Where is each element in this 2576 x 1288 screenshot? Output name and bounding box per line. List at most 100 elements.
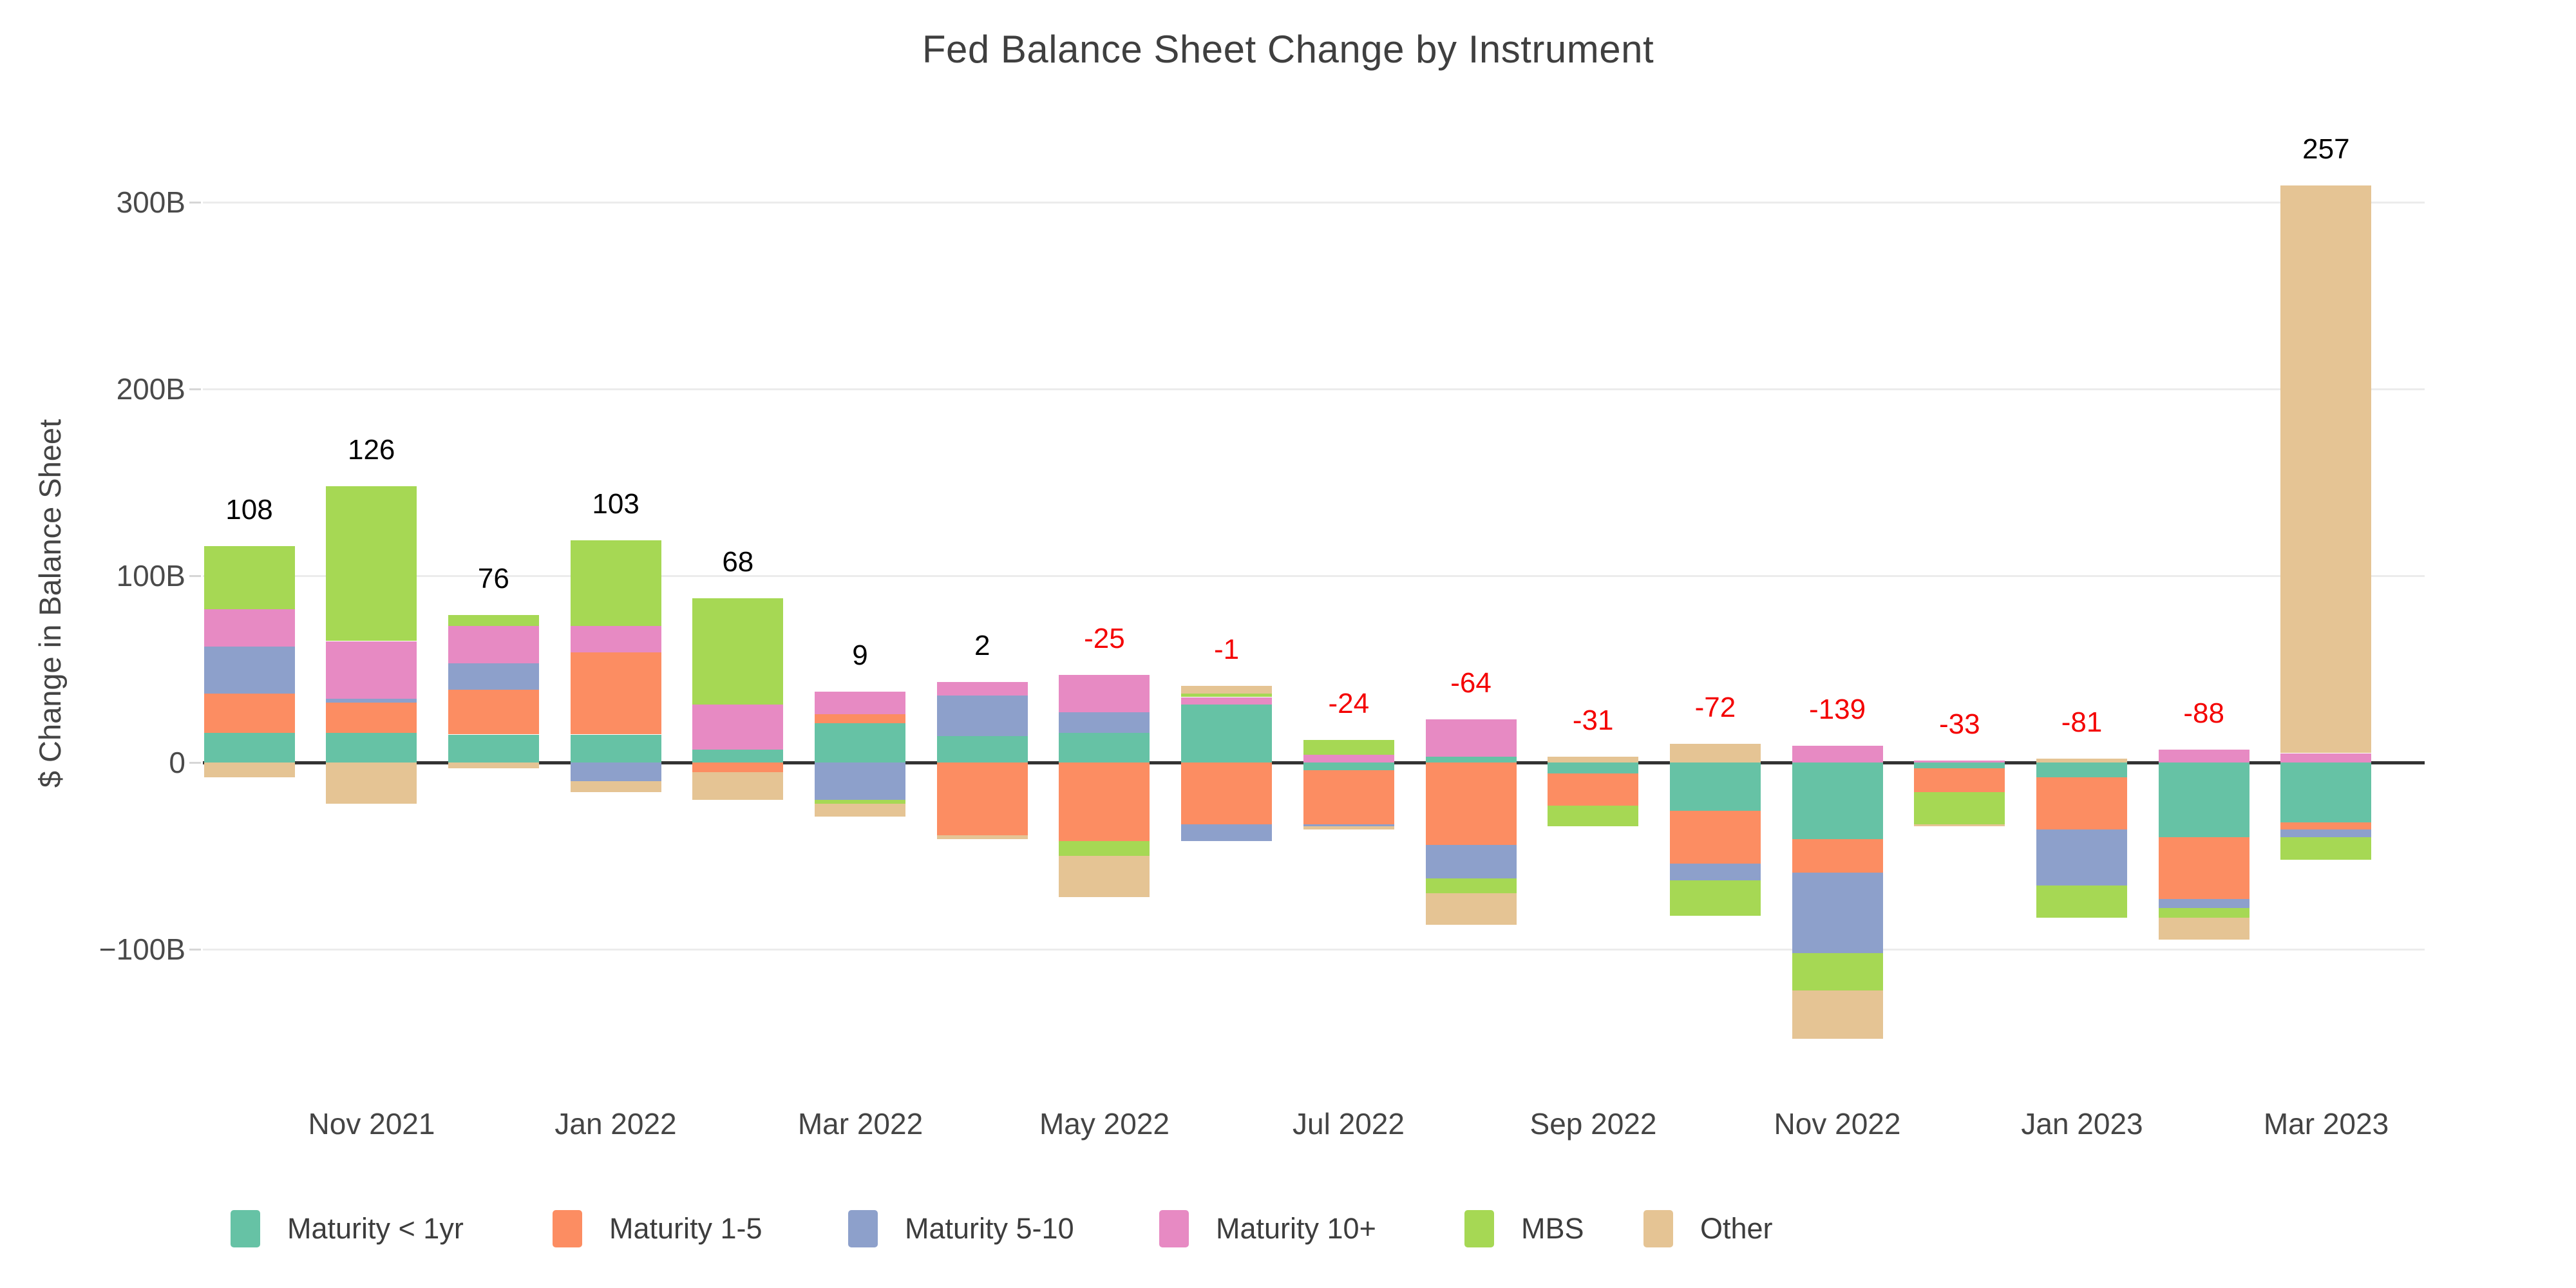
bar-segment[interactable] [571,540,661,627]
bar-segment[interactable] [692,772,783,800]
legend-item-maturity-1-5[interactable]: Maturity 1-5 [553,1208,762,1249]
bar-segment[interactable] [692,705,783,750]
bar-segment[interactable] [2036,886,2127,918]
bar-segment[interactable] [1792,873,1883,953]
bar-segment[interactable] [1914,768,2005,793]
bar-segment[interactable] [2280,829,2371,837]
bar-segment[interactable] [1426,757,1517,762]
bar-segment[interactable] [815,714,905,724]
bar-segment[interactable] [1426,893,1517,925]
bar-segment[interactable] [1914,761,2005,762]
bar-segment[interactable] [1426,844,1517,878]
bar-segment[interactable] [204,693,295,733]
bar-segment[interactable] [1670,863,1761,880]
bar-segment[interactable] [326,486,417,641]
legend-item-maturity-5-10[interactable]: Maturity 5-10 [848,1208,1074,1249]
bar-segment[interactable] [1303,770,1394,824]
bar-segment[interactable] [937,682,1028,696]
bar-segment[interactable] [326,699,417,703]
bar-segment[interactable] [2159,762,2249,837]
bar-segment[interactable] [1914,792,2005,824]
bar-segment[interactable] [571,762,661,781]
bar-segment[interactable] [1303,755,1394,762]
bar-segment[interactable] [1792,990,1883,1039]
bar-segment[interactable] [1426,762,1517,845]
bar-segment[interactable] [815,800,905,804]
bar-segment[interactable] [2159,917,2249,940]
bar-segment[interactable] [2280,837,2371,860]
bar-segment[interactable] [326,641,417,699]
bar-segment[interactable] [448,734,539,762]
bar-segment[interactable] [2280,762,2371,822]
bar-segment[interactable] [204,545,295,610]
bar-segment[interactable] [1059,732,1150,762]
bar-segment[interactable] [937,762,1028,836]
bar-segment[interactable] [448,614,539,627]
bar-segment[interactable] [1670,744,1761,762]
bar-segment[interactable] [1059,840,1150,856]
bar-segment[interactable] [1181,762,1272,824]
bar-segment[interactable] [815,723,905,762]
bar-segment[interactable] [937,736,1028,762]
bar-segment[interactable] [1548,773,1638,806]
bar-segment[interactable] [204,609,295,647]
bar-segment[interactable] [1914,762,2005,768]
bar-segment[interactable] [1303,824,1394,826]
bar-segment[interactable] [2159,908,2249,918]
bar-segment[interactable] [1792,745,1883,762]
bar-segment[interactable] [204,647,295,694]
bar-segment[interactable] [448,663,539,690]
bar-segment[interactable] [2036,759,2127,762]
bar-segment[interactable] [1548,757,1638,762]
bar-segment[interactable] [2280,185,2371,753]
bar-segment[interactable] [1181,705,1272,762]
legend-item-other[interactable]: Other [1643,1208,1773,1249]
bar-segment[interactable] [2280,822,2371,830]
bar-segment[interactable] [815,762,905,800]
bar-segment[interactable] [326,762,417,804]
bar-segment[interactable] [692,749,783,762]
legend-item-maturity-1yr[interactable]: Maturity < 1yr [231,1208,464,1249]
bar-segment[interactable] [1181,686,1272,694]
bar-segment[interactable] [326,732,417,762]
bar-segment[interactable] [1303,740,1394,755]
bar-segment[interactable] [571,734,661,762]
bar-segment[interactable] [815,691,905,714]
bar-segment[interactable] [1059,762,1150,841]
bar-segment[interactable] [1059,856,1150,897]
bar-segment[interactable] [1792,762,1883,839]
bar-segment[interactable] [692,762,783,772]
bar-segment[interactable] [937,695,1028,737]
bar-segment[interactable] [448,762,539,768]
bar-segment[interactable] [1059,674,1150,712]
bar-segment[interactable] [1670,880,1761,916]
bar-segment[interactable] [326,703,417,733]
bar-segment[interactable] [1670,762,1761,811]
bar-segment[interactable] [2159,749,2249,762]
bar-segment[interactable] [2159,898,2249,909]
bar-segment[interactable] [571,781,661,793]
bar-segment[interactable] [1059,712,1150,733]
bar-segment[interactable] [692,598,783,705]
bar-segment[interactable] [2159,837,2249,899]
bar-segment[interactable] [1670,811,1761,864]
bar-segment[interactable] [1426,719,1517,757]
bar-segment[interactable] [1181,693,1272,697]
bar-segment[interactable] [1548,762,1638,774]
bar-segment[interactable] [1426,878,1517,893]
bar-segment[interactable] [1792,838,1883,873]
bar-segment[interactable] [1303,826,1394,830]
bar-segment[interactable] [204,732,295,762]
bar-segment[interactable] [448,689,539,735]
bar-segment[interactable] [1181,697,1272,705]
bar-segment[interactable] [571,652,661,735]
bar-segment[interactable] [2036,762,2127,778]
bar-segment[interactable] [1181,824,1272,841]
bar-segment[interactable] [2280,753,2371,762]
legend-item-mbs[interactable]: MBS [1464,1208,1584,1249]
legend-item-maturity-10[interactable]: Maturity 10+ [1159,1208,1376,1249]
bar-segment[interactable] [815,803,905,817]
bar-segment[interactable] [1303,762,1394,770]
bar-segment[interactable] [1792,952,1883,990]
bar-segment[interactable] [937,835,1028,839]
